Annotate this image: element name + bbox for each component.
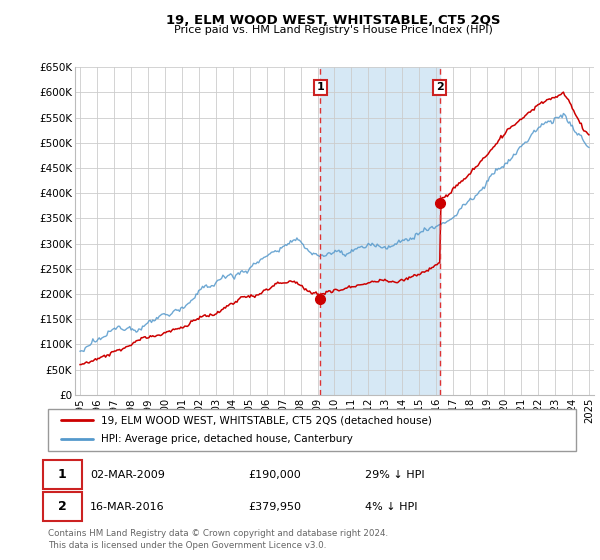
FancyBboxPatch shape bbox=[43, 492, 82, 521]
Text: 2: 2 bbox=[436, 82, 444, 92]
Text: 2: 2 bbox=[58, 500, 67, 513]
Text: £379,950: £379,950 bbox=[248, 502, 302, 511]
Text: 16-MAR-2016: 16-MAR-2016 bbox=[90, 502, 165, 511]
Text: 02-MAR-2009: 02-MAR-2009 bbox=[90, 470, 165, 479]
Text: 19, ELM WOOD WEST, WHITSTABLE, CT5 2QS (detached house): 19, ELM WOOD WEST, WHITSTABLE, CT5 2QS (… bbox=[101, 415, 431, 425]
Text: 29% ↓ HPI: 29% ↓ HPI bbox=[365, 470, 424, 479]
Text: Price paid vs. HM Land Registry's House Price Index (HPI): Price paid vs. HM Land Registry's House … bbox=[173, 25, 493, 35]
Text: £190,000: £190,000 bbox=[248, 470, 301, 479]
Text: HPI: Average price, detached house, Canterbury: HPI: Average price, detached house, Cant… bbox=[101, 435, 353, 445]
Bar bbox=[320, 67, 440, 395]
Text: 19, ELM WOOD WEST, WHITSTABLE, CT5 2QS: 19, ELM WOOD WEST, WHITSTABLE, CT5 2QS bbox=[166, 14, 500, 27]
Text: 1: 1 bbox=[317, 82, 324, 92]
Text: Contains HM Land Registry data © Crown copyright and database right 2024.
This d: Contains HM Land Registry data © Crown c… bbox=[48, 529, 388, 550]
Text: 4% ↓ HPI: 4% ↓ HPI bbox=[365, 502, 418, 511]
Text: 1: 1 bbox=[58, 468, 67, 481]
FancyBboxPatch shape bbox=[43, 460, 82, 489]
